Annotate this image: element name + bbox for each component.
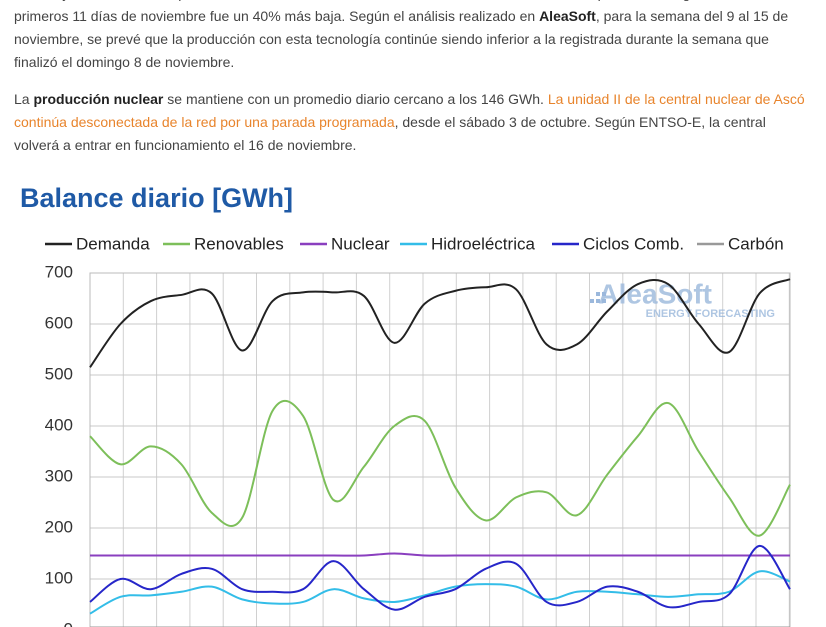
link[interactable]: La unidad II de la central nuclear de As…	[14, 91, 805, 130]
chart-title: Balance diario [GWh]	[20, 183, 293, 213]
y-tick-label: 300	[45, 466, 73, 485]
legend-label: Carbón	[728, 234, 784, 253]
series-line	[89, 552, 790, 557]
plot-border	[89, 272, 791, 627]
series-line	[89, 544, 791, 611]
bold-text: producción nuclear	[33, 91, 164, 107]
watermark-dot	[590, 299, 594, 303]
text: , para la semana del 9 al 15 de noviembr…	[14, 8, 789, 70]
legend-label: Hidroeléctrica	[431, 234, 535, 253]
legend-label: Renovables	[194, 234, 284, 253]
series-line	[89, 278, 791, 368]
watermark-dot	[602, 292, 606, 296]
text: , desde el sábado 3 de octubre. Según EN…	[14, 114, 766, 153]
text: se mantiene con un promedio diario cerca…	[163, 91, 548, 107]
y-tick-label: 100	[45, 568, 73, 587]
article: disminuyó un 61% con respecto a la media…	[14, 0, 814, 171]
y-tick-label: 700	[45, 262, 73, 281]
watermark: AleaSoft	[598, 278, 712, 309]
legend-label: Demanda	[76, 234, 150, 253]
paragraph: La producción nuclear se mantiene con un…	[14, 88, 814, 157]
series-line	[89, 399, 791, 537]
y-tick-label: 500	[45, 364, 73, 383]
legend-label: Ciclos Comb.	[583, 234, 684, 253]
y-tick-label: 0	[64, 619, 73, 627]
chart-background	[14, 175, 814, 627]
watermark-dot	[602, 299, 606, 303]
paragraph: disminuyó un 61% con respecto a la media…	[14, 0, 814, 74]
y-tick-label: 600	[45, 313, 73, 332]
bold-text: AleaSoft	[539, 8, 596, 24]
text: disminuyó un 61% con respecto a la media…	[14, 0, 805, 24]
text: La	[14, 91, 34, 107]
watermark-subtitle: ENERGY FORECASTING	[646, 308, 775, 320]
legend-label: Nuclear	[331, 234, 390, 253]
series-line	[89, 570, 791, 615]
y-tick-label: 400	[45, 415, 73, 434]
y-tick-label: 200	[45, 517, 73, 536]
watermark-dot	[596, 299, 600, 303]
watermark-dot	[596, 292, 600, 296]
